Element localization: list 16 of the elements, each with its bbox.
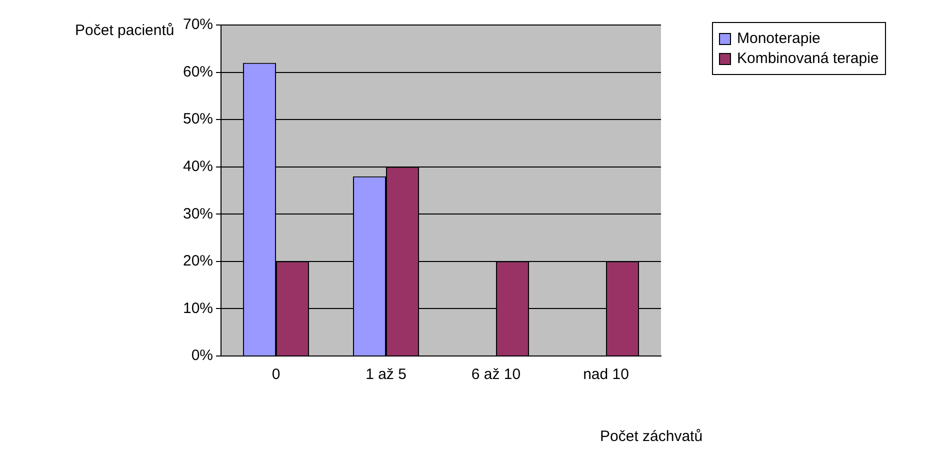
y-tick-label: 50% (182, 110, 214, 128)
y-tick-label: 0% (191, 347, 214, 364)
x-tick-label: nad 10 (583, 366, 629, 384)
x-tick-label: 1 až 5 (366, 366, 406, 384)
y-axis-title: Počet pacientů (75, 22, 174, 39)
y-tick-label: 10% (182, 300, 214, 317)
legend-label: Kombinovaná terapie (736, 50, 879, 67)
y-tick-label: 60% (182, 63, 214, 80)
x-axis-title: Počet záchvatů (600, 428, 703, 445)
legend-label: Monoterapie (736, 30, 822, 47)
y-tick-label: 70% (182, 16, 214, 34)
y-tick-label: 40% (182, 158, 214, 175)
x-tick-label: 0 (272, 366, 280, 384)
x-tick-label: 6 až 10 (471, 366, 521, 384)
y-tick-label: 30% (182, 205, 214, 222)
y-tick-label: 20% (182, 252, 214, 270)
